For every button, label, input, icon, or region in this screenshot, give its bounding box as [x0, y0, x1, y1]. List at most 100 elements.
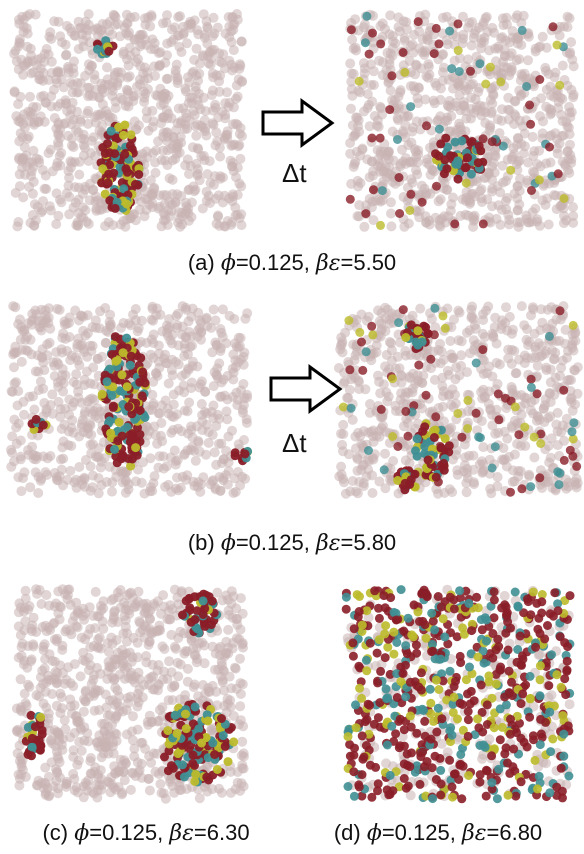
background-particle	[58, 734, 68, 744]
background-particle	[336, 462, 346, 472]
cluster-particle	[178, 760, 187, 769]
background-particle	[215, 221, 225, 231]
background-particle	[52, 304, 62, 314]
background-particle	[449, 353, 459, 363]
background-particle	[200, 33, 210, 43]
background-particle	[183, 677, 193, 687]
background-particle	[500, 45, 510, 55]
background-particle	[144, 126, 154, 136]
background-particle	[36, 64, 46, 74]
background-particle	[469, 479, 479, 489]
background-particle	[112, 686, 122, 696]
background-particle	[477, 106, 487, 116]
background-particle	[218, 304, 228, 314]
free-particle	[525, 101, 534, 110]
background-particle	[204, 438, 214, 448]
cluster-particle	[453, 156, 462, 165]
background-particle	[38, 384, 48, 394]
background-particle	[171, 311, 181, 321]
background-particle	[193, 436, 203, 446]
background-particle	[378, 57, 388, 67]
background-particle	[174, 359, 184, 369]
background-particle	[173, 139, 183, 149]
background-particle	[68, 769, 78, 779]
background-particle	[486, 95, 496, 105]
background-particle	[43, 453, 53, 463]
background-particle	[177, 47, 187, 57]
background-particle	[63, 440, 73, 450]
background-particle	[529, 453, 539, 463]
background-particle	[498, 13, 508, 23]
background-particle	[502, 193, 512, 203]
background-particle	[37, 353, 47, 363]
free-particle	[535, 473, 544, 482]
free-particle	[401, 407, 410, 416]
cluster-particle	[131, 443, 140, 452]
background-particle	[93, 354, 103, 364]
background-particle	[69, 142, 79, 152]
background-particle	[88, 341, 98, 351]
background-particle	[179, 387, 189, 397]
background-particle	[178, 211, 188, 221]
background-particle	[453, 306, 463, 316]
background-particle	[58, 328, 68, 338]
background-particle	[438, 67, 448, 77]
background-particle	[538, 116, 548, 126]
background-particle	[236, 181, 246, 191]
background-particle	[569, 90, 579, 100]
background-particle	[242, 390, 252, 400]
cluster-particle	[27, 711, 36, 720]
background-particle	[66, 600, 76, 610]
background-particle	[218, 49, 228, 59]
background-particle	[240, 314, 250, 324]
background-particle	[85, 394, 95, 404]
background-particle	[191, 456, 201, 466]
background-particle	[57, 370, 67, 380]
free-particle	[555, 81, 564, 90]
free-particle	[393, 135, 402, 144]
background-particle	[38, 196, 48, 206]
background-particle	[6, 462, 16, 472]
background-particle	[56, 602, 66, 612]
free-particle	[530, 433, 539, 442]
cluster-particle	[24, 750, 33, 759]
background-particle	[70, 31, 80, 41]
background-particle	[191, 86, 201, 96]
background-particle	[61, 118, 71, 128]
background-particle	[378, 166, 388, 176]
background-particle	[123, 73, 133, 83]
background-particle	[158, 91, 168, 101]
background-particle	[232, 684, 242, 694]
free-particle	[506, 166, 515, 175]
background-particle	[16, 114, 26, 124]
background-particle	[503, 345, 513, 355]
background-particle	[405, 373, 415, 383]
background-particle	[215, 87, 225, 97]
background-particle	[553, 440, 563, 450]
background-particle	[345, 59, 355, 69]
background-particle	[191, 131, 201, 141]
cluster-particle	[440, 169, 449, 178]
cluster-particle	[412, 338, 421, 347]
cluster-particle	[125, 431, 134, 440]
background-particle	[7, 448, 17, 458]
background-particle	[495, 220, 505, 230]
background-particle	[385, 337, 395, 347]
background-particle	[166, 630, 176, 640]
background-particle	[396, 370, 406, 380]
background-particle	[496, 68, 506, 78]
cluster-particle	[182, 724, 191, 733]
background-particle	[231, 603, 241, 613]
background-particle	[528, 304, 538, 314]
cluster-particle	[181, 710, 190, 719]
background-particle	[165, 211, 175, 221]
background-particle	[162, 190, 172, 200]
background-particle	[237, 37, 247, 47]
background-particle	[171, 644, 181, 654]
free-particle	[450, 219, 459, 228]
background-particle	[203, 683, 213, 693]
cluster-particle	[191, 702, 200, 711]
free-particle	[377, 405, 386, 414]
free-particle	[355, 77, 364, 86]
free-particle	[406, 190, 415, 199]
